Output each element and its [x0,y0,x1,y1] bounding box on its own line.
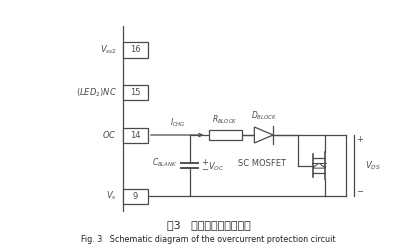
Text: $V_{DS}$: $V_{DS}$ [365,160,381,172]
Text: $V_{ss2}$: $V_{ss2}$ [100,44,117,56]
Text: 14: 14 [130,130,141,140]
Bar [123,128,148,142]
Polygon shape [312,163,326,168]
Bar [123,189,148,204]
Text: 15: 15 [130,88,141,97]
Polygon shape [254,127,273,143]
Text: $V_{OC}$: $V_{OC}$ [208,161,225,173]
Text: −: − [356,187,363,196]
Text: SC MOSFET: SC MOSFET [238,158,286,168]
Text: Fig. 3   Schematic diagram of the overcurrent protection circuit: Fig. 3 Schematic diagram of the overcurr… [81,236,336,244]
Text: 16: 16 [130,46,141,54]
Bar [123,85,148,100]
Text: $V_s$: $V_s$ [106,190,117,202]
Text: $(LED_2)NC$: $(LED_2)NC$ [76,86,117,99]
Text: $R_{BLOCK}$: $R_{BLOCK}$ [212,113,238,126]
Text: 9: 9 [133,192,138,201]
Bar [123,42,148,58]
Text: 图3   过流保护电路原理图: 图3 过流保护电路原理图 [167,220,250,230]
Text: $D_{BLOCK}$: $D_{BLOCK}$ [251,109,277,122]
Text: $C_{BLANK}$: $C_{BLANK}$ [152,157,177,170]
Bar [208,130,242,140]
Text: +: + [356,135,363,144]
Text: +: + [201,158,208,166]
Text: −: − [201,166,208,174]
Text: $OC$: $OC$ [102,130,117,140]
Text: $I_{CHG}$: $I_{CHG}$ [170,116,186,129]
